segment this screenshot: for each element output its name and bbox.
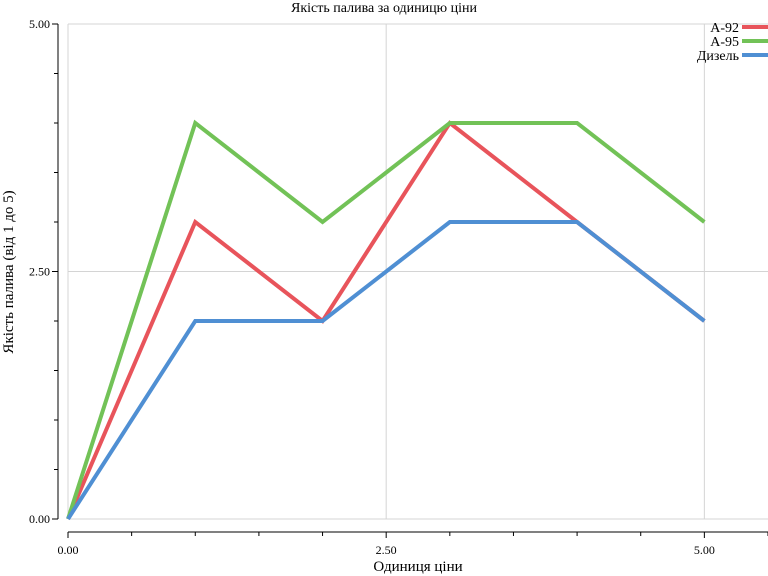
legend-label: А-95 xyxy=(710,35,739,50)
legend-label: Дизель xyxy=(697,49,739,64)
y-tick-label: 0.00 xyxy=(29,512,50,526)
axes: 0.00 2.50 5.00 0.00 2.50 5.00 xyxy=(29,17,768,557)
x-tick-label: 0.00 xyxy=(58,543,79,557)
y-tick-label: 2.50 xyxy=(29,265,50,279)
y-tick-label: 5.00 xyxy=(29,17,50,31)
series-line-3 xyxy=(66,220,706,521)
y-axis-label: Якість палива (від 1 до 5) xyxy=(1,190,17,353)
x-axis-label: Одиниця ціни xyxy=(373,559,462,575)
grid xyxy=(67,23,768,520)
series-lines xyxy=(66,119,706,521)
series-line-2 xyxy=(66,119,706,520)
x-tick-label: 2.50 xyxy=(376,543,397,557)
legend-label: А-92 xyxy=(710,21,739,36)
x-tick-label: 5.00 xyxy=(694,543,715,557)
chart-title: Якість палива за одиницю ціни xyxy=(291,1,477,16)
